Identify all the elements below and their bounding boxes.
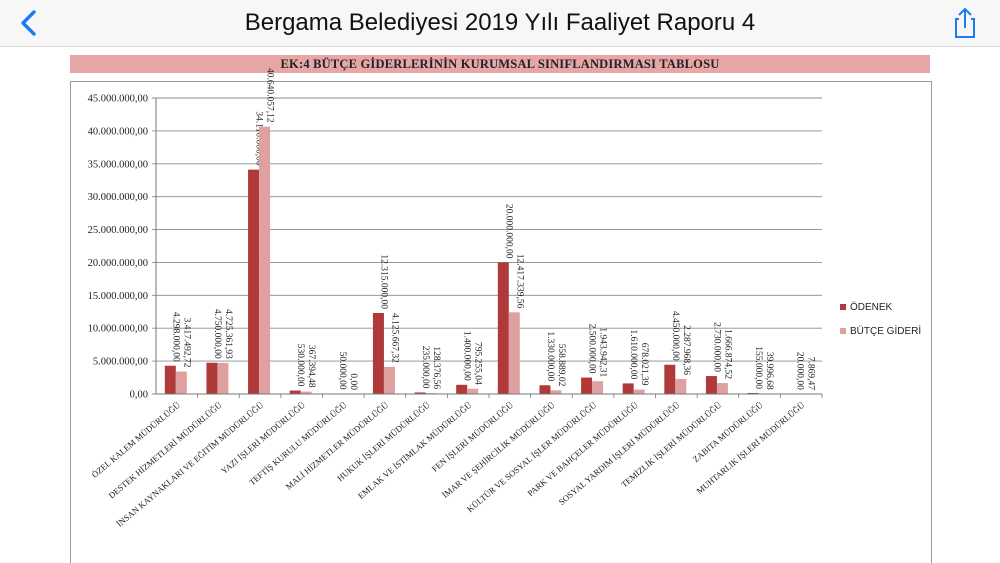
bar-odenek xyxy=(372,312,384,394)
bar-odenek xyxy=(414,392,426,394)
y-tick-label: 5.000.000,00 xyxy=(93,357,148,368)
navigation-bar: Bergama Belediyesi 2019 Yılı Faaliyet Ra… xyxy=(0,0,1000,47)
data-label: 12.315.000,00 xyxy=(378,254,388,309)
bar-odenek xyxy=(456,384,468,394)
y-tick-label: 45.000.000,00 xyxy=(88,94,148,105)
y-tick-label: 20.000.000,00 xyxy=(88,258,148,269)
bar-odenek xyxy=(705,376,717,394)
page-title: Bergama Belediyesi 2019 Yılı Faaliyet Ra… xyxy=(244,9,756,36)
data-label: 1.666.874,52 xyxy=(722,329,732,379)
bar-odenek xyxy=(581,377,593,394)
bar-butce-gideri xyxy=(175,371,187,394)
data-label: 367.394,48 xyxy=(306,345,316,388)
y-tick-label: 25.000.000,00 xyxy=(88,225,148,236)
table-banner: EK:4 BÜTÇE GİDERLERİNİN KURUMSAL SINIFLA… xyxy=(70,55,930,73)
share-button[interactable] xyxy=(948,6,982,40)
data-label: 34.110.000,00 xyxy=(254,111,264,166)
data-label: 39.996,68 xyxy=(764,352,774,390)
data-label: 12.417.339,56 xyxy=(514,254,524,309)
data-label: 1.610.000,00 xyxy=(628,330,638,380)
y-tick-label: 10.000.000,00 xyxy=(88,324,148,335)
data-label: 558.889,02 xyxy=(556,344,566,387)
data-label: 50.000,00 xyxy=(337,352,347,390)
data-label: 4.725.361,93 xyxy=(223,309,233,359)
data-label: 155.000,00 xyxy=(753,346,763,389)
bar-odenek xyxy=(539,385,551,394)
bar-butce-gideri xyxy=(508,312,520,394)
bar-odenek xyxy=(248,169,260,394)
data-label: 128.376,56 xyxy=(431,346,441,389)
y-tick-label: 15.000.000,00 xyxy=(88,291,148,302)
data-label: 530.000,00 xyxy=(295,344,305,387)
data-label: 1.943.942,31 xyxy=(598,327,608,377)
data-label: 4.450.000,00 xyxy=(670,311,680,361)
bar-butce-gideri xyxy=(383,366,395,394)
bar-odenek xyxy=(497,262,509,394)
legend-swatch xyxy=(840,328,846,334)
data-label: 4.125.667,32 xyxy=(389,313,399,363)
data-label: 0,00 xyxy=(348,373,358,390)
data-label: 4.750.000,00 xyxy=(212,309,222,359)
bar-butce-gideri xyxy=(550,390,562,394)
data-label: 1.330.000,00 xyxy=(545,331,555,381)
bar-butce-gideri xyxy=(217,362,229,394)
bar-odenek xyxy=(622,383,634,394)
legend-label: ÖDENEK xyxy=(850,301,893,313)
data-label: 7.869,47 xyxy=(806,357,816,391)
back-button[interactable] xyxy=(14,6,48,40)
category-label: ZABITA MÜDÜRLÜĞÜ xyxy=(691,399,766,464)
share-icon xyxy=(955,8,975,38)
data-label: 795.255,04 xyxy=(473,342,483,385)
category-label: İNSAN KAYNAKLARI VE EĞİTİM MÜDÜRLÜĞÜ xyxy=(114,399,265,528)
y-tick-label: 0,00 xyxy=(130,390,148,401)
y-tick-label: 30.000.000,00 xyxy=(88,192,148,203)
bar-butce-gideri xyxy=(259,126,271,394)
data-label: 40.640.057,12 xyxy=(265,68,275,123)
bar-butce-gideri xyxy=(716,383,728,394)
data-label: 20.000.000,00 xyxy=(503,204,513,259)
bar-odenek xyxy=(206,362,218,394)
bar-butce-gideri xyxy=(300,391,312,394)
data-label: 2.500.000,00 xyxy=(587,324,597,374)
data-label: 1.400.000,00 xyxy=(462,331,472,381)
bar-odenek xyxy=(747,392,759,394)
data-label: 3.417.492,72 xyxy=(181,318,191,368)
y-tick-label: 35.000.000,00 xyxy=(88,159,148,170)
data-label: 235.000,00 xyxy=(420,346,430,389)
data-label: 678.021,39 xyxy=(639,343,649,386)
data-label: 4.298.000,00 xyxy=(170,312,180,362)
category-label: YAZI İŞLERİ MÜDÜRLÜĞÜ xyxy=(219,399,308,476)
y-tick-label: 40.000.000,00 xyxy=(88,126,148,137)
bar-butce-gideri xyxy=(675,378,687,394)
bar-odenek xyxy=(664,364,676,394)
chevron-left-icon xyxy=(21,10,36,36)
data-label: 2.287.968,36 xyxy=(681,325,691,375)
bar-odenek xyxy=(289,390,301,394)
data-label: 2.730.000,00 xyxy=(711,322,721,372)
bar-butce-gideri xyxy=(633,389,645,394)
legend-label: BÜTÇE GİDERİ xyxy=(850,324,921,337)
bar-odenek xyxy=(164,365,176,394)
legend-swatch xyxy=(840,304,846,310)
data-label: 20.000,00 xyxy=(795,352,805,390)
bar-butce-gideri xyxy=(467,388,479,394)
bar-butce-gideri xyxy=(592,381,604,394)
category-label: FEN İŞLERİ MÜDÜRLÜĞÜ xyxy=(430,399,516,473)
